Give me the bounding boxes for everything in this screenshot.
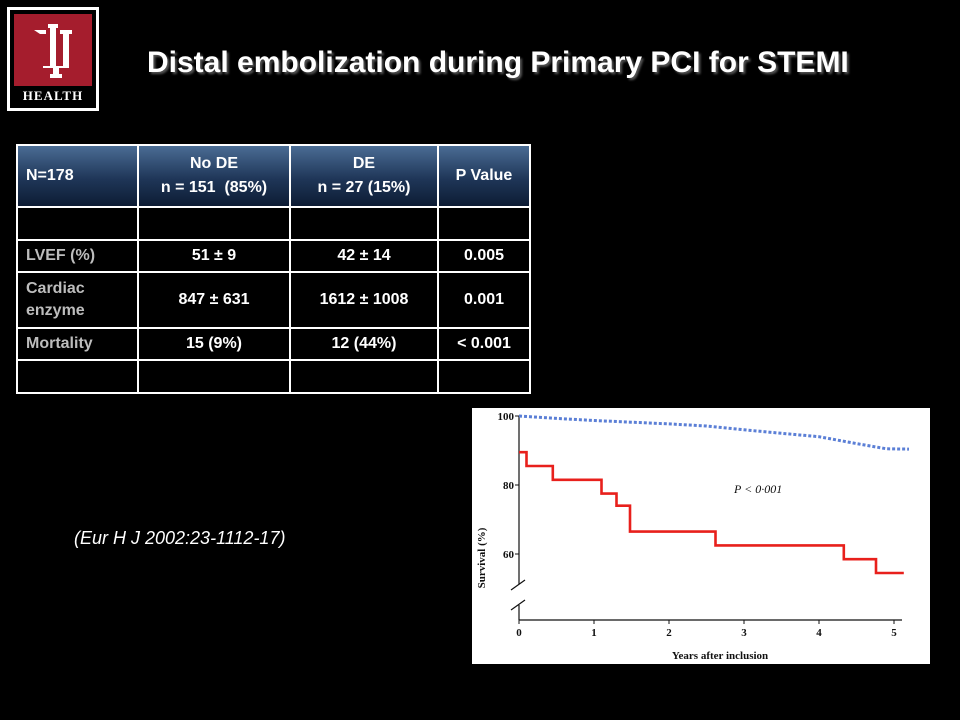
empty-cell	[437, 206, 531, 241]
x-tick-label: 5	[891, 627, 897, 639]
table-row-empty	[16, 206, 531, 241]
header-de-label: DE	[352, 155, 376, 172]
cell-mortality-no-de: 15 (9%)	[137, 327, 291, 361]
empty-cell	[137, 206, 291, 241]
axis-break-mark	[510, 599, 526, 611]
p-value-annotation: P < 0·001	[733, 482, 782, 496]
cell-enzyme-no-de: 847 ± 631	[137, 271, 291, 329]
iu-health-logo: HEALTH	[7, 7, 99, 111]
chart-ticks: 0 1 2 3 4 5 100 80 60	[498, 411, 898, 639]
row-label-lvef: LVEF (%)	[16, 239, 139, 273]
results-table: N=178 No DE n = 151 (85%) DE n = 27 (15%…	[16, 144, 531, 394]
header-de: DE n = 27 (15%)	[289, 144, 439, 208]
survival-chart-svg: 0 1 2 3 4 5 100 80 60 Survival (%) Years after i…	[476, 411, 910, 662]
header-n-label: N=178	[26, 167, 74, 184]
header-no-de-label: No DE	[190, 155, 238, 172]
survival-chart: 0 1 2 3 4 5 100 80 60 Survival (%) Years after i…	[472, 408, 930, 664]
table-row-lvef: LVEF (%) 51 ± 9 42 ± 14 0.005	[16, 239, 531, 273]
empty-cell	[289, 359, 439, 394]
survival-line-no-de	[518, 414, 910, 451]
x-tick-label: 2	[666, 627, 672, 639]
row-label-mortality: Mortality	[16, 327, 139, 361]
x-tick-label: 3	[741, 627, 747, 639]
table-row-mortality: Mortality 15 (9%) 12 (44%) < 0.001	[16, 327, 531, 361]
survival-line-de	[519, 450, 904, 575]
y-axis-label: Survival (%)	[476, 527, 488, 588]
x-tick-label: 4	[816, 627, 822, 639]
logo-frame: HEALTH	[10, 10, 96, 108]
x-tick-label: 1	[591, 627, 597, 639]
cell-lvef-no-de: 51 ± 9	[137, 239, 291, 273]
empty-cell	[289, 206, 439, 241]
cell-lvef-p: 0.005	[437, 239, 531, 273]
chart-axes	[510, 416, 902, 621]
header-no-de-count: n = 151 (85%)	[160, 179, 268, 196]
cell-mortality-p: < 0.001	[437, 327, 531, 361]
cell-enzyme-p: 0.001	[437, 271, 531, 329]
row-label-cardiac-enzyme: Cardiac enzyme	[16, 271, 139, 329]
header-n: N=178	[16, 144, 139, 208]
empty-cell	[16, 206, 139, 241]
page-title: Distal embolization during Primary PCI f…	[147, 46, 849, 79]
table-row-cardiac-enzyme: Cardiac enzyme 847 ± 631 1612 ± 1008 0.0…	[16, 271, 531, 329]
table-row-empty	[16, 359, 531, 394]
citation: (Eur H J 2002:23-1112-17)	[74, 528, 286, 548]
empty-cell	[16, 359, 139, 394]
y-tick-label: 100	[498, 411, 515, 423]
x-axis-label: Years after inclusion	[672, 650, 768, 662]
chart-series	[518, 414, 910, 575]
cell-lvef-de: 42 ± 14	[289, 239, 439, 273]
table-header-row: N=178 No DE n = 151 (85%) DE n = 27 (15%…	[16, 144, 531, 208]
cell-mortality-de: 12 (44%)	[289, 327, 439, 361]
trident-icon	[34, 24, 72, 78]
header-de-count: n = 27 (15%)	[317, 179, 411, 196]
header-no-de: No DE n = 151 (85%)	[137, 144, 291, 208]
axis-break-mark	[510, 579, 526, 591]
cell-enzyme-de: 1612 ± 1008	[289, 271, 439, 329]
logo-text: HEALTH	[22, 88, 84, 103]
x-tick-label: 0	[516, 627, 522, 639]
empty-cell	[137, 359, 291, 394]
y-tick-label: 60	[503, 549, 515, 561]
empty-cell	[437, 359, 531, 394]
header-p-value: P Value	[437, 144, 531, 208]
logo-trident-panel	[14, 14, 92, 86]
y-tick-label: 80	[503, 480, 515, 492]
header-p-value-label: P Value	[455, 167, 513, 184]
